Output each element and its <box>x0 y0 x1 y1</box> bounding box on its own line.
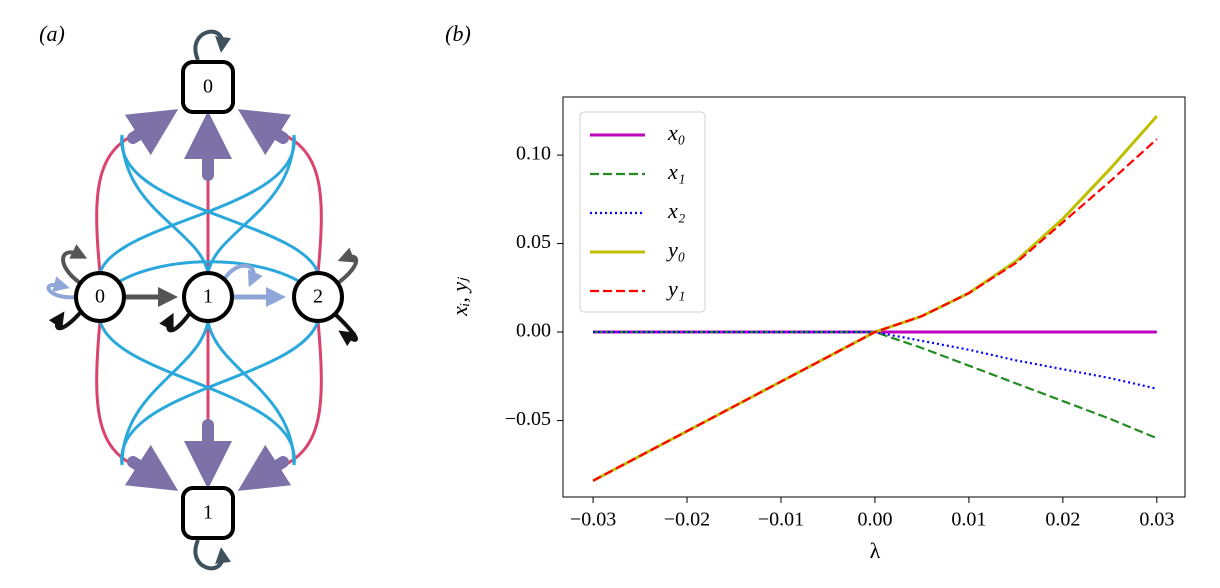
blue-edges <box>98 134 320 466</box>
x-tick-label: −0.01 <box>758 509 804 531</box>
series-line <box>593 330 1158 440</box>
x-tick-label: 0.03 <box>1139 509 1174 531</box>
x-axis-label: λ <box>870 538 881 563</box>
purple-arrows <box>124 109 292 491</box>
series-line <box>593 330 1158 390</box>
x-tick-label: 0.01 <box>951 509 986 531</box>
y-tick-label: 0.10 <box>516 143 551 165</box>
x-tick-label: −0.03 <box>570 509 616 531</box>
y-tick-label: 0.05 <box>516 231 551 253</box>
plot-frame <box>562 96 1186 498</box>
nodes <box>74 60 344 540</box>
x-tick-label: 0.00 <box>857 509 892 531</box>
node-label: 0 <box>203 76 213 98</box>
panel-label: (b) <box>445 21 471 46</box>
self-loops <box>46 29 359 571</box>
x-tick-label: −0.02 <box>664 509 710 531</box>
legend-box <box>579 111 706 313</box>
legend-label: x₂ <box>667 198 686 223</box>
panel-label: (a) <box>39 21 65 46</box>
legend-label: x₀ <box>667 120 685 145</box>
series-line <box>592 138 1158 482</box>
x-tick-label: 0.02 <box>1045 509 1080 531</box>
y-tick-label: 0.00 <box>516 320 551 342</box>
node-label: 1 <box>203 502 213 524</box>
node-label: 1 <box>203 286 213 308</box>
y-axis-label: xᵢ, yⱼ <box>447 277 472 317</box>
node-label: 2 <box>313 286 323 308</box>
y-tick-label: −0.05 <box>505 408 551 430</box>
diagram: (a) 0 1 0 1 2 <box>39 21 359 571</box>
node-label: 0 <box>95 286 105 308</box>
legend-label: y₁ <box>666 276 685 301</box>
legend-label: y₀ <box>666 237 685 262</box>
legend-label: x₁ <box>667 159 685 184</box>
